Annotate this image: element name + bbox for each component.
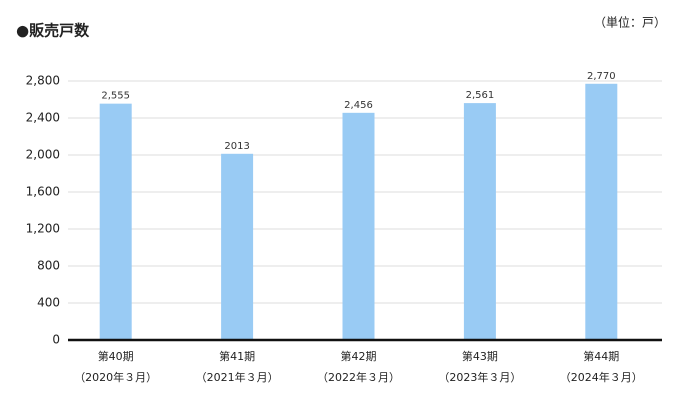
y-tick-label: 2,800 xyxy=(26,74,60,88)
bar xyxy=(99,103,132,340)
unit-label: （単位：戸） xyxy=(594,15,666,30)
value-label: 2,555 xyxy=(101,91,130,102)
y-tick-label: 1,600 xyxy=(26,185,60,199)
bar xyxy=(463,103,496,340)
y-tick-label: 2,000 xyxy=(26,148,60,162)
x-tick-label: 第43期 xyxy=(462,349,498,363)
value-label: 2,456 xyxy=(344,100,373,111)
y-tick-label: 1,200 xyxy=(26,222,60,236)
x-tick-label: 第41期 xyxy=(219,349,255,363)
bar xyxy=(342,112,375,340)
y-tick-label: 0 xyxy=(52,333,60,347)
x-tick-label: 第44期 xyxy=(583,349,619,363)
bar xyxy=(221,153,254,340)
x-tick-label: （2022年３月） xyxy=(317,370,400,384)
y-tick-label: 2,400 xyxy=(26,111,60,125)
x-tick-label: （2021年３月） xyxy=(196,370,279,384)
x-tick-label: （2020年３月） xyxy=(74,370,157,384)
x-tick-label: 第40期 xyxy=(98,349,134,363)
value-label: 2,770 xyxy=(587,71,616,82)
value-label: 2,561 xyxy=(466,90,495,101)
y-tick-label: 800 xyxy=(37,259,60,273)
x-tick-label: 第42期 xyxy=(341,349,377,363)
bar xyxy=(585,83,618,341)
x-tick-label: （2023年３月） xyxy=(438,370,521,384)
x-tick-label: （2024年３月） xyxy=(560,370,643,384)
value-label: 2013 xyxy=(224,141,249,152)
chart-title: ●販売戸数 xyxy=(16,22,90,40)
y-tick-label: 400 xyxy=(37,296,60,310)
